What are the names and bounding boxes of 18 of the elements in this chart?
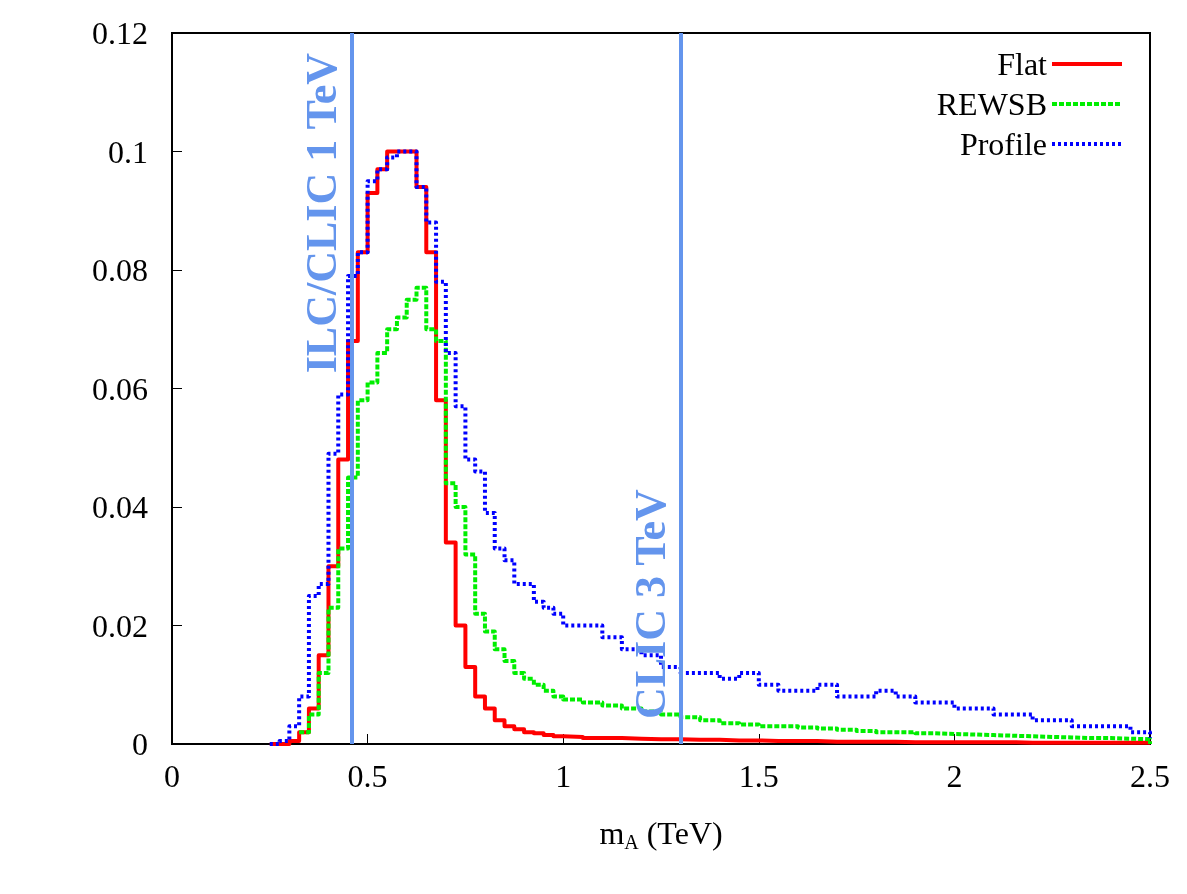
x-tick-label: 0 — [164, 758, 180, 794]
x-tick-label: 1.5 — [738, 758, 779, 794]
ref-line-label: ILC/CLIC 1 TeV — [297, 52, 347, 374]
y-tick-label: 0.04 — [92, 489, 148, 525]
y-tick-label: 0 — [132, 726, 148, 762]
y-tick-label: 0.1 — [108, 133, 148, 170]
y-tick-label: 0.08 — [92, 252, 148, 288]
x-tick-label: 1 — [555, 758, 572, 794]
legend-label: Flat — [997, 46, 1048, 82]
y-tick-label: 0.02 — [92, 607, 148, 644]
legend-label: REWSB — [936, 86, 1047, 122]
y-tick-label: 0.06 — [92, 370, 148, 407]
x-tick-label: 2 — [946, 758, 963, 794]
legend-label: Profile — [959, 126, 1047, 162]
x-tick-label: 2.5 — [1130, 758, 1170, 794]
ref-line-label: CLIC 3 TeV — [626, 488, 676, 719]
y-tick-label: 0.12 — [92, 15, 148, 51]
x-tick-label: 0.5 — [347, 758, 388, 794]
